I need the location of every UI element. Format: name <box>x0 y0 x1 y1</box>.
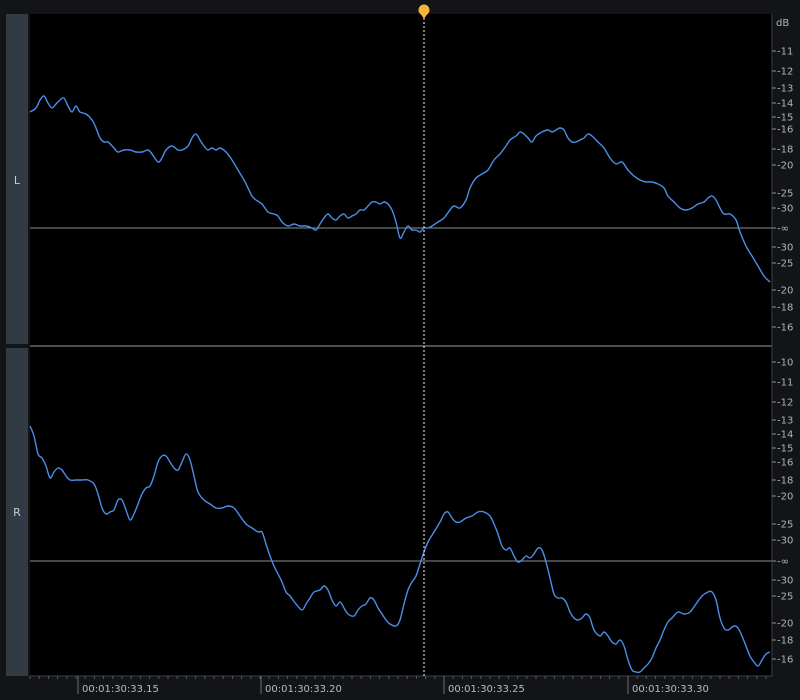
left-db-tick-label: -11 <box>777 47 793 58</box>
right-db-tick-label: -25 <box>777 520 793 531</box>
right-db-tick-label: -15 <box>777 444 793 455</box>
right-db-tick-label: -16 <box>777 458 793 469</box>
right-db-tick-label: -12 <box>777 398 793 409</box>
right-db-tick-label: -14 <box>777 430 793 441</box>
left-db-tick-label: -14 <box>777 99 793 110</box>
left-db-tick-label: -20 <box>777 286 793 297</box>
db-unit-label: dB <box>776 18 789 29</box>
channel-right-label-text: R <box>13 506 21 519</box>
left-db-tick-label: -20 <box>777 161 793 172</box>
right-db-ticks: -10 -11 -12 -13 -14 -15 -16 -18 -20 -25 -30 -∞ -30 -2… <box>772 358 793 666</box>
channel-label-right[interactable]: R <box>6 348 28 676</box>
left-db-tick-label: -18 <box>777 303 793 314</box>
playhead-marker-icon[interactable] <box>418 4 430 20</box>
time-ruler[interactable] <box>0 676 800 700</box>
waveform-background <box>30 14 772 676</box>
right-channel-waveform <box>29 425 771 674</box>
right-db-tick-label: -25 <box>777 592 793 603</box>
time-label-3: 00:01:30:33.25 <box>448 684 525 695</box>
right-db-tick-label: -16 <box>777 655 793 666</box>
left-db-tick-label: -30 <box>777 204 793 215</box>
left-db-tick-label: -16 <box>777 323 793 334</box>
left-db-tick-label: -13 <box>777 84 793 95</box>
right-db-tick-label: -30 <box>777 536 793 547</box>
time-label-1: 00:01:30:33.15 <box>82 684 159 695</box>
left-db-tick-label: -25 <box>777 259 793 270</box>
left-db-tick-label: -30 <box>777 243 793 254</box>
channel-left-label-text: L <box>13 174 21 187</box>
right-db-tick-label: -10 <box>777 358 793 369</box>
left-db-tick-label: -15 <box>777 113 793 124</box>
time-label-4: 00:01:30:33.30 <box>632 684 709 695</box>
right-db-tick-label: -20 <box>777 492 793 503</box>
left-db-tick-label: -12 <box>777 67 793 78</box>
time-ruler-ticks <box>29 676 767 694</box>
db-scale-strip <box>772 0 800 700</box>
channel-label-left[interactable]: L <box>6 14 28 344</box>
right-db-tick-label: -13 <box>777 416 793 427</box>
right-db-tick-label: -18 <box>777 636 793 647</box>
time-label-2: 00:01:30:33.20 <box>265 684 342 695</box>
right-db-tick-label: -20 <box>777 619 793 630</box>
left-db-tick-label: -16 <box>777 125 793 136</box>
left-db-tick-label: -∞ <box>777 224 789 235</box>
left-db-tick-label: -25 <box>777 189 793 200</box>
right-db-tick-label: -11 <box>777 378 793 389</box>
right-db-tick-label: -30 <box>777 576 793 587</box>
left-channel-waveform <box>29 95 771 283</box>
left-db-tick-label: -18 <box>777 145 793 156</box>
right-db-tick-label: -18 <box>777 476 793 487</box>
left-db-ticks: -11-12-13-14-15-16-18-20-25-30-∞-30-25-2… <box>772 47 793 334</box>
right-db-tick-label: -∞ <box>777 557 789 568</box>
